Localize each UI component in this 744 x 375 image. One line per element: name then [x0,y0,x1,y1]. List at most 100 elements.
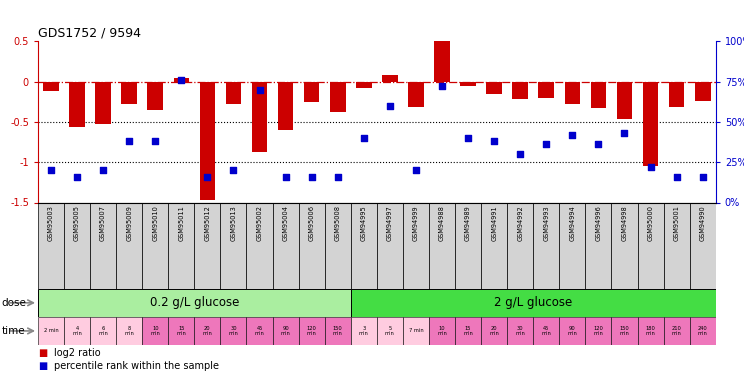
Text: 8
min: 8 min [124,326,134,336]
Text: 5
min: 5 min [385,326,395,336]
Bar [408,82,424,107]
Text: GSM95000: GSM95000 [647,205,653,241]
Text: 3
min: 3 min [359,326,369,336]
Text: 150
min: 150 min [333,326,342,336]
Text: GSM94995: GSM94995 [361,205,367,241]
Bar [507,202,533,289]
Bar [434,30,450,82]
Bar [121,82,137,104]
Bar [559,202,586,289]
Text: GSM94998: GSM94998 [621,205,627,241]
Text: 90
min: 90 min [280,326,290,336]
Text: GSM94993: GSM94993 [543,205,549,241]
Point [696,174,708,180]
Text: 240
min: 240 min [698,326,708,336]
Text: GSM95005: GSM95005 [74,205,80,241]
Bar [429,202,455,289]
Point [150,138,161,144]
Bar [643,82,658,166]
Bar [251,82,267,152]
Text: ■: ■ [38,361,47,371]
Bar [638,202,664,289]
Bar [690,317,716,345]
Bar [298,317,324,345]
Bar [350,202,376,289]
Point [436,83,448,89]
Text: GSM94992: GSM94992 [517,205,523,241]
Bar [147,82,163,110]
Bar [194,317,220,345]
Bar [487,82,502,94]
Point [332,174,344,180]
Point [618,130,630,136]
Bar [90,317,116,345]
Text: 2 g/L glucose: 2 g/L glucose [494,296,572,309]
Bar [324,202,350,289]
Text: 4
min: 4 min [72,326,82,336]
Bar [220,317,246,345]
Point [592,141,604,147]
Bar [220,202,246,289]
Text: GSM95013: GSM95013 [231,205,237,241]
Bar [69,82,85,127]
Point [514,151,526,157]
Bar [304,82,319,102]
Point [462,135,474,141]
Bar [142,317,168,345]
Text: 6
min: 6 min [98,326,108,336]
Text: 210
min: 210 min [672,326,682,336]
Bar [591,82,606,108]
Text: log2 ratio: log2 ratio [54,348,101,358]
Point [488,138,500,144]
Point [228,167,240,173]
Text: GSM95011: GSM95011 [179,205,185,241]
Bar [403,202,429,289]
Bar [429,317,455,345]
Bar [533,202,559,289]
Bar [142,202,168,289]
Bar [330,82,345,112]
Text: GSM95007: GSM95007 [100,205,106,241]
Bar [38,289,350,317]
Text: GSM95003: GSM95003 [48,205,54,241]
Bar [377,202,403,289]
Text: GSM94991: GSM94991 [491,205,497,241]
Point [71,174,83,180]
Point [97,167,109,173]
Bar [638,317,664,345]
Bar [377,317,403,345]
Bar [116,317,142,345]
Bar [64,202,90,289]
Bar [690,202,716,289]
Bar [617,82,632,120]
Point [280,174,292,180]
Text: GSM94999: GSM94999 [413,205,419,241]
Bar [173,78,189,82]
Bar [246,317,272,345]
Text: GSM95010: GSM95010 [153,205,158,241]
Text: 20
min: 20 min [202,326,212,336]
Bar [90,202,116,289]
Point [358,135,370,141]
Point [45,167,57,173]
Bar [350,289,716,317]
Bar [382,75,398,82]
Text: GSM95002: GSM95002 [257,205,263,241]
Text: GSM95009: GSM95009 [126,205,132,241]
Text: 90
min: 90 min [568,326,577,336]
Point [540,141,552,147]
Text: 20
min: 20 min [490,326,499,336]
Point [566,132,578,138]
Bar [539,82,554,98]
Bar [669,82,684,107]
Text: 180
min: 180 min [646,326,655,336]
Text: GSM95006: GSM95006 [309,205,315,241]
Text: 30
min: 30 min [516,326,525,336]
Bar [116,202,142,289]
Text: GSM94990: GSM94990 [699,205,706,241]
Text: GSM95008: GSM95008 [335,205,341,241]
Bar [559,317,586,345]
Bar [272,202,298,289]
Text: 2 min: 2 min [44,328,58,333]
Point [254,87,266,93]
